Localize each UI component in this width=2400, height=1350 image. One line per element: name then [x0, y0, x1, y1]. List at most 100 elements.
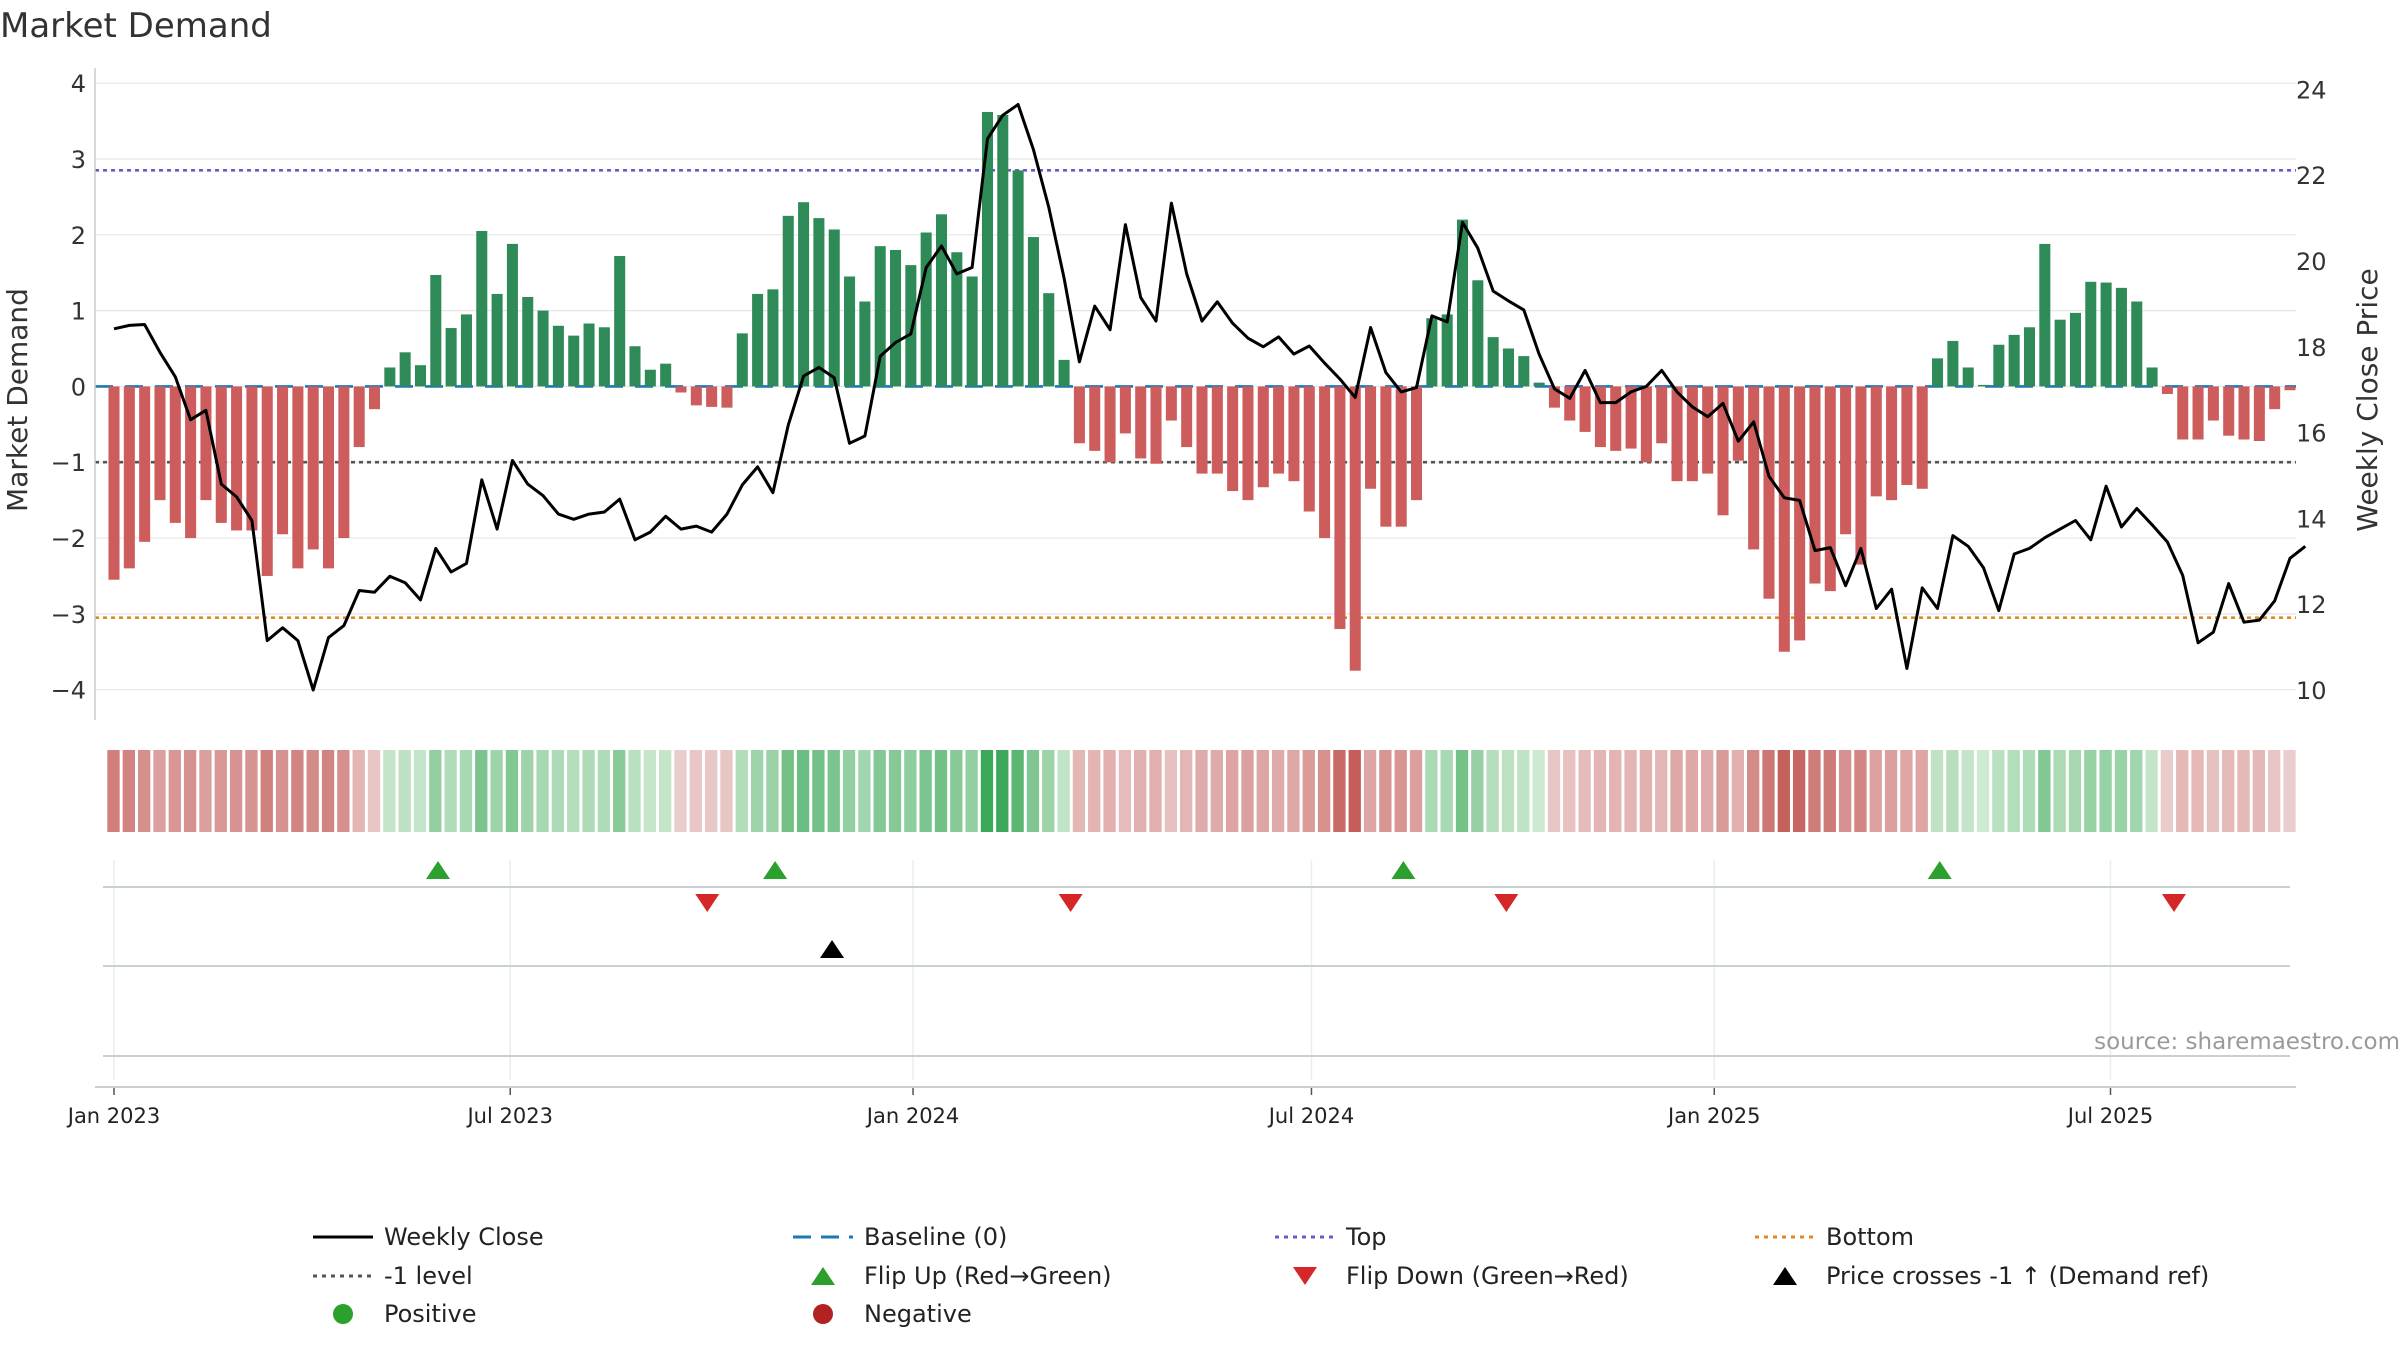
legend-label: Baseline (0)	[864, 1223, 1007, 1251]
heat-cell	[337, 750, 350, 832]
demand-bar-negative	[353, 386, 365, 448]
legend-item: Positive	[333, 1300, 477, 1328]
heat-cell	[781, 750, 794, 832]
demand-bar-negative	[2284, 386, 2296, 391]
heat-cell	[1900, 750, 1913, 832]
y-tick-label-right: 10	[2296, 677, 2327, 705]
heat-cell	[229, 750, 243, 832]
demand-bar-positive	[1426, 318, 1438, 387]
demand-bar-negative	[123, 386, 135, 569]
demand-bar-negative	[1150, 386, 1162, 464]
demand-bar-negative	[1257, 386, 1269, 488]
reference-lines	[95, 169, 2296, 619]
demand-bar-negative	[1594, 386, 1606, 448]
demand-bar-negative	[1395, 386, 1407, 527]
demand-bar-negative	[1579, 386, 1591, 432]
demand-bar-negative	[1625, 386, 1637, 449]
demand-bar-positive	[384, 367, 396, 387]
heat-cell	[919, 750, 932, 832]
heat-cell	[2283, 750, 2296, 832]
heat-cell	[996, 750, 1009, 832]
demand-bar-negative	[1901, 386, 1913, 485]
demand-bar-positive	[2039, 243, 2051, 387]
demand-bar-negative	[231, 386, 243, 531]
demand-bar-positive	[537, 310, 549, 387]
flip-up-marker	[425, 861, 450, 879]
demand-bar-negative	[1610, 386, 1622, 451]
heat-cell	[1884, 750, 1898, 832]
y-tick-label-left: 4	[71, 70, 86, 98]
demand-bar-negative	[1089, 386, 1101, 451]
heat-cell	[750, 750, 764, 832]
demand-bar-negative	[1809, 386, 1821, 584]
demand-bar-negative	[1671, 386, 1683, 482]
demand-bar-negative	[200, 386, 212, 501]
y-tick-label-right: 12	[2296, 591, 2327, 619]
demand-bar-negative	[1303, 386, 1315, 512]
demand-bar-positive	[598, 327, 610, 387]
y-tick-label-right: 18	[2296, 334, 2327, 362]
heat-cell	[2130, 750, 2143, 832]
heat-cell	[521, 750, 534, 832]
demand-bar-positive	[905, 265, 917, 387]
heat-cell	[1701, 750, 1714, 832]
price-cross-marker	[820, 940, 845, 958]
demand-bar-positive	[859, 301, 871, 387]
demand-bar-positive	[890, 249, 902, 387]
heat-cell	[2160, 750, 2174, 832]
demand-bar-positive	[2146, 367, 2158, 387]
heat-cell	[1946, 750, 1959, 832]
x-tick-label: Jul 2024	[1267, 1104, 1354, 1128]
demand-bar-negative	[1211, 386, 1223, 474]
heat-cell	[1363, 750, 1377, 832]
demand-bar-positive	[491, 293, 503, 387]
flip-down-marker	[695, 894, 720, 912]
heat-cell	[459, 750, 473, 832]
legend-label: Price crosses -1 ↑ (Demand ref)	[1826, 1262, 2209, 1290]
flip-up-marker	[763, 861, 788, 879]
heat-cell	[1486, 750, 1499, 832]
heat-cell	[582, 750, 595, 832]
demand-bar-negative	[1288, 386, 1300, 482]
demand-bar-positive	[798, 202, 810, 387]
heat-cell	[689, 750, 702, 832]
demand-bar-negative	[721, 386, 733, 408]
demand-bar-positive	[1932, 358, 1944, 387]
heat-cell	[1731, 750, 1744, 832]
grid	[95, 82, 2296, 1080]
heat-cell	[1838, 750, 1852, 832]
demand-bar-negative	[1119, 386, 1131, 434]
heat-cell	[980, 750, 994, 832]
flip-up-marker	[1927, 861, 1952, 879]
heat-cell	[2252, 750, 2266, 832]
heat-cell	[1042, 750, 1055, 832]
heat-cell	[1088, 750, 1101, 832]
demand-bar-positive	[1518, 356, 1530, 387]
demand-bar-negative	[1073, 386, 1085, 444]
heat-cell	[260, 750, 273, 832]
x-tick-label: Jan 2023	[66, 1104, 161, 1128]
x-tick-label: Jan 2025	[1666, 1104, 1761, 1128]
flip-down-marker	[2161, 894, 2186, 912]
demand-bar-positive	[660, 363, 672, 387]
heat-cell	[1011, 750, 1024, 832]
heat-cell	[812, 750, 825, 832]
demand-bar-positive	[476, 231, 488, 387]
heat-cell	[1976, 750, 1990, 832]
y-tick-label-left: 1	[71, 298, 86, 326]
heat-cell	[720, 750, 733, 832]
demand-bar-negative	[1242, 386, 1254, 501]
heat-cell	[643, 750, 656, 832]
y-tick-label-right: 14	[2296, 505, 2327, 533]
heat-cell	[1271, 750, 1285, 832]
heat-cell	[597, 750, 611, 832]
demand-bar-positive	[981, 111, 993, 387]
legend-item: Bottom	[1755, 1223, 1914, 1251]
heat-cell	[1915, 750, 1928, 832]
heat-cell	[153, 750, 166, 832]
heat-cell	[183, 750, 197, 832]
y-tick-label-left: −3	[51, 601, 86, 629]
demand-bar-positive	[1502, 348, 1514, 387]
heat-cell	[1348, 750, 1361, 832]
heat-cell	[1655, 750, 1668, 832]
